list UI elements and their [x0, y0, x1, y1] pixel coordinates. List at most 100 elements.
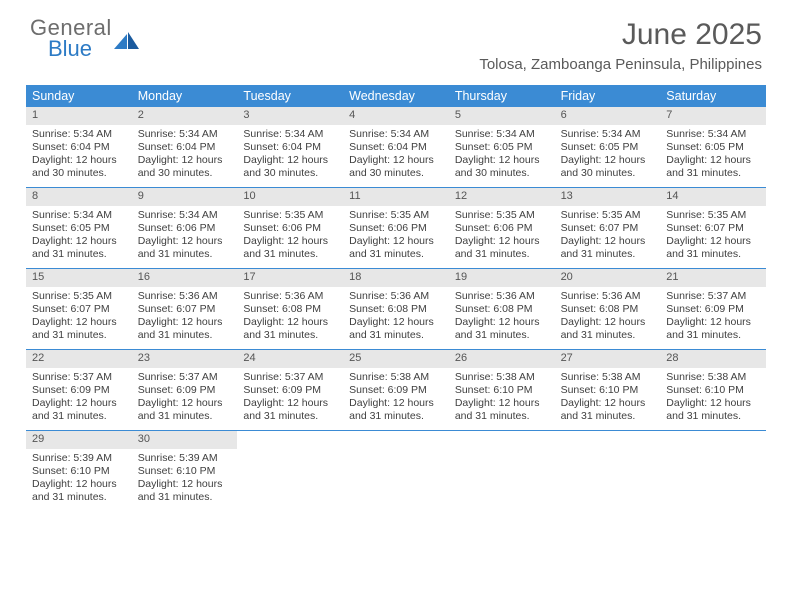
sunset-line: Sunset: 6:08 PM — [561, 303, 655, 316]
sunrise-line: Sunrise: 5:37 AM — [243, 371, 337, 384]
day-header-cell: Sunday — [26, 85, 132, 107]
day-header-cell: Thursday — [449, 85, 555, 107]
daylight-line: Daylight: 12 hours and 31 minutes. — [561, 235, 655, 261]
daylight-line: Daylight: 12 hours and 31 minutes. — [32, 316, 126, 342]
daylight-line: Daylight: 12 hours and 30 minutes. — [32, 154, 126, 180]
day-number: 28 — [660, 350, 766, 368]
day-cell: 7Sunrise: 5:34 AMSunset: 6:05 PMDaylight… — [660, 107, 766, 187]
sunset-line: Sunset: 6:05 PM — [666, 141, 760, 154]
day-body: Sunrise: 5:36 AMSunset: 6:07 PMDaylight:… — [132, 287, 238, 347]
sunset-line: Sunset: 6:05 PM — [561, 141, 655, 154]
day-number: 6 — [555, 107, 661, 125]
day-body: Sunrise: 5:35 AMSunset: 6:06 PMDaylight:… — [237, 206, 343, 266]
day-cell: 19Sunrise: 5:36 AMSunset: 6:08 PMDayligh… — [449, 269, 555, 349]
day-body: Sunrise: 5:37 AMSunset: 6:09 PMDaylight:… — [132, 368, 238, 428]
day-number: 24 — [237, 350, 343, 368]
daylight-line: Daylight: 12 hours and 31 minutes. — [138, 235, 232, 261]
sunset-line: Sunset: 6:07 PM — [32, 303, 126, 316]
daylight-line: Daylight: 12 hours and 31 minutes. — [455, 397, 549, 423]
sunset-line: Sunset: 6:09 PM — [666, 303, 760, 316]
sunrise-line: Sunrise: 5:34 AM — [138, 128, 232, 141]
day-cell: 15Sunrise: 5:35 AMSunset: 6:07 PMDayligh… — [26, 269, 132, 349]
daylight-line: Daylight: 12 hours and 31 minutes. — [561, 397, 655, 423]
sunset-line: Sunset: 6:07 PM — [666, 222, 760, 235]
day-cell: 5Sunrise: 5:34 AMSunset: 6:05 PMDaylight… — [449, 107, 555, 187]
sunset-line: Sunset: 6:10 PM — [561, 384, 655, 397]
day-cell: 22Sunrise: 5:37 AMSunset: 6:09 PMDayligh… — [26, 350, 132, 430]
day-number: 13 — [555, 188, 661, 206]
day-number: 15 — [26, 269, 132, 287]
daylight-line: Daylight: 12 hours and 31 minutes. — [32, 235, 126, 261]
daylight-line: Daylight: 12 hours and 30 minutes. — [561, 154, 655, 180]
sunrise-line: Sunrise: 5:38 AM — [349, 371, 443, 384]
day-cell: 26Sunrise: 5:38 AMSunset: 6:10 PMDayligh… — [449, 350, 555, 430]
title-block: June 2025 Tolosa, Zamboanga Peninsula, P… — [479, 18, 762, 73]
week-row: 15Sunrise: 5:35 AMSunset: 6:07 PMDayligh… — [26, 269, 766, 350]
daylight-line: Daylight: 12 hours and 31 minutes. — [666, 316, 760, 342]
day-number: 4 — [343, 107, 449, 125]
day-number: 26 — [449, 350, 555, 368]
day-header-cell: Monday — [132, 85, 238, 107]
sunset-line: Sunset: 6:10 PM — [455, 384, 549, 397]
logo-line2: Blue — [48, 39, 112, 60]
day-body: Sunrise: 5:36 AMSunset: 6:08 PMDaylight:… — [343, 287, 449, 347]
day-body: Sunrise: 5:34 AMSunset: 6:04 PMDaylight:… — [26, 125, 132, 185]
daylight-line: Daylight: 12 hours and 31 minutes. — [455, 235, 549, 261]
day-cell: 20Sunrise: 5:36 AMSunset: 6:08 PMDayligh… — [555, 269, 661, 349]
day-number: 18 — [343, 269, 449, 287]
day-cell: 2Sunrise: 5:34 AMSunset: 6:04 PMDaylight… — [132, 107, 238, 187]
sunset-line: Sunset: 6:05 PM — [455, 141, 549, 154]
day-body: Sunrise: 5:34 AMSunset: 6:05 PMDaylight:… — [26, 206, 132, 266]
day-header-cell: Friday — [555, 85, 661, 107]
empty-cell — [449, 431, 555, 511]
month-title: June 2025 — [479, 18, 762, 52]
sunset-line: Sunset: 6:09 PM — [243, 384, 337, 397]
daylight-line: Daylight: 12 hours and 31 minutes. — [243, 235, 337, 261]
daylight-line: Daylight: 12 hours and 30 minutes. — [243, 154, 337, 180]
day-cell: 10Sunrise: 5:35 AMSunset: 6:06 PMDayligh… — [237, 188, 343, 268]
week-row: 1Sunrise: 5:34 AMSunset: 6:04 PMDaylight… — [26, 107, 766, 188]
day-number: 12 — [449, 188, 555, 206]
day-body: Sunrise: 5:34 AMSunset: 6:04 PMDaylight:… — [343, 125, 449, 185]
day-number: 29 — [26, 431, 132, 449]
empty-cell — [237, 431, 343, 511]
day-cell: 16Sunrise: 5:36 AMSunset: 6:07 PMDayligh… — [132, 269, 238, 349]
sunrise-line: Sunrise: 5:38 AM — [561, 371, 655, 384]
day-number: 27 — [555, 350, 661, 368]
daylight-line: Daylight: 12 hours and 31 minutes. — [138, 397, 232, 423]
daylight-line: Daylight: 12 hours and 31 minutes. — [138, 478, 232, 504]
day-number: 23 — [132, 350, 238, 368]
sunset-line: Sunset: 6:09 PM — [32, 384, 126, 397]
sunset-line: Sunset: 6:10 PM — [138, 465, 232, 478]
day-body: Sunrise: 5:34 AMSunset: 6:05 PMDaylight:… — [660, 125, 766, 185]
day-body: Sunrise: 5:39 AMSunset: 6:10 PMDaylight:… — [132, 449, 238, 509]
sunrise-line: Sunrise: 5:36 AM — [138, 290, 232, 303]
daylight-line: Daylight: 12 hours and 31 minutes. — [32, 478, 126, 504]
day-body: Sunrise: 5:37 AMSunset: 6:09 PMDaylight:… — [660, 287, 766, 347]
empty-cell — [555, 431, 661, 511]
sunset-line: Sunset: 6:05 PM — [32, 222, 126, 235]
daylight-line: Daylight: 12 hours and 31 minutes. — [561, 316, 655, 342]
day-cell: 17Sunrise: 5:36 AMSunset: 6:08 PMDayligh… — [237, 269, 343, 349]
daylight-line: Daylight: 12 hours and 30 minutes. — [455, 154, 549, 180]
day-body: Sunrise: 5:35 AMSunset: 6:07 PMDaylight:… — [26, 287, 132, 347]
day-body: Sunrise: 5:38 AMSunset: 6:10 PMDaylight:… — [555, 368, 661, 428]
sunrise-line: Sunrise: 5:35 AM — [666, 209, 760, 222]
week-row: 22Sunrise: 5:37 AMSunset: 6:09 PMDayligh… — [26, 350, 766, 431]
day-cell: 14Sunrise: 5:35 AMSunset: 6:07 PMDayligh… — [660, 188, 766, 268]
sunrise-line: Sunrise: 5:37 AM — [666, 290, 760, 303]
day-number: 5 — [449, 107, 555, 125]
day-number: 9 — [132, 188, 238, 206]
header: General Blue June 2025 Tolosa, Zamboanga… — [0, 0, 792, 77]
daylight-line: Daylight: 12 hours and 31 minutes. — [666, 397, 760, 423]
day-body: Sunrise: 5:35 AMSunset: 6:06 PMDaylight:… — [449, 206, 555, 266]
day-number: 30 — [132, 431, 238, 449]
day-body: Sunrise: 5:36 AMSunset: 6:08 PMDaylight:… — [555, 287, 661, 347]
sunrise-line: Sunrise: 5:35 AM — [32, 290, 126, 303]
day-header-cell: Saturday — [660, 85, 766, 107]
day-number: 14 — [660, 188, 766, 206]
day-body: Sunrise: 5:34 AMSunset: 6:06 PMDaylight:… — [132, 206, 238, 266]
day-number: 22 — [26, 350, 132, 368]
logo-sail-icon — [114, 32, 140, 50]
sunrise-line: Sunrise: 5:35 AM — [349, 209, 443, 222]
